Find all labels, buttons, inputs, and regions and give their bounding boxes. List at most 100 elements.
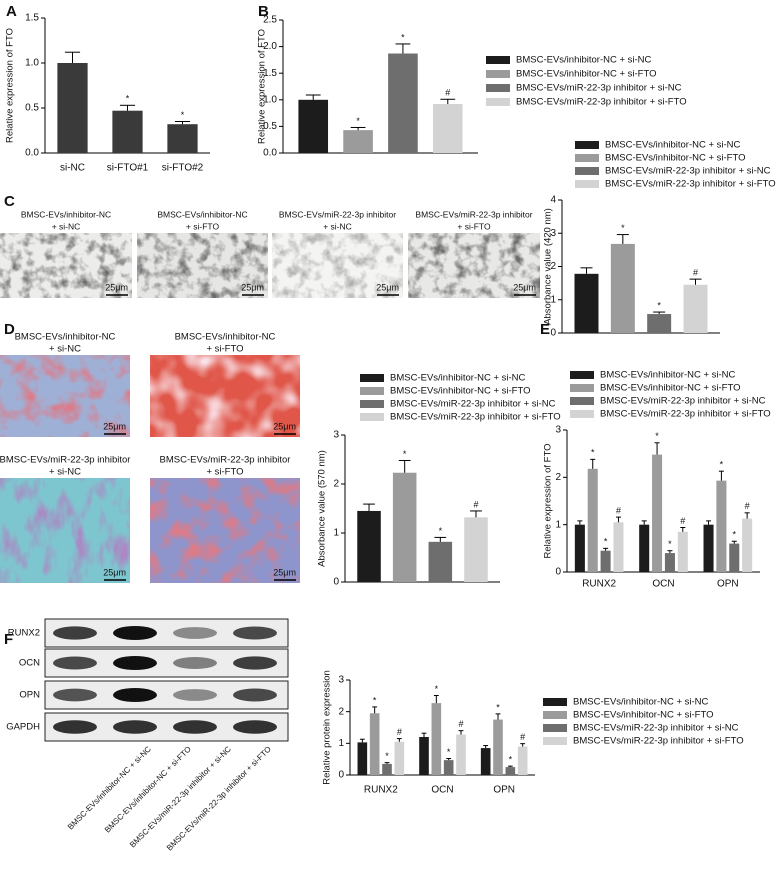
legend-swatch: [570, 384, 594, 392]
micrograph-texture: [0, 478, 130, 583]
micrograph-label: + si-NC: [52, 221, 81, 231]
significance-mark: *: [621, 223, 625, 233]
y-tick-label: 3: [550, 228, 556, 239]
legend-label: BMSC-EVs/inhibitor-NC + si-FTO: [600, 383, 741, 394]
legend-label: BMSC-EVs/miR-22-3p inhibitor + si-FTO: [605, 179, 776, 190]
significance-mark: *: [385, 751, 389, 761]
bar: [677, 531, 688, 572]
micrograph-label: + si-FTO: [206, 467, 243, 478]
bar: [428, 541, 453, 582]
scale-bar-label: 25μm: [105, 282, 128, 292]
bar: [600, 550, 611, 572]
x-tick-label: si-NC: [60, 163, 85, 174]
y-tick-label: 1: [555, 519, 561, 530]
significance-mark: #: [397, 727, 402, 737]
panel-letter: F: [4, 631, 13, 648]
micrograph-label: BMSC-EVs/inhibitor-NC: [157, 209, 247, 219]
scale-bar-label: 25μm: [103, 421, 126, 431]
micrograph-label: BMSC-EVs/miR-22-3p inhibitor: [160, 455, 291, 466]
legend-label: BMSC-EVs/inhibitor-NC + si-FTO: [390, 386, 531, 397]
y-tick-label: 0.5: [263, 121, 277, 132]
bar: [456, 734, 466, 775]
legend-label: BMSC-EVs/miR-22-3p inhibitor + si-NC: [600, 396, 766, 407]
bar: [517, 746, 528, 775]
scale-bar-label: 25μm: [103, 567, 126, 577]
blot-band: [173, 689, 217, 701]
significance-mark: *: [447, 747, 451, 757]
y-tick-label: 1.5: [263, 68, 277, 79]
significance-mark: *: [604, 537, 608, 547]
significance-mark: *: [439, 526, 443, 536]
micrographs-d: [0, 355, 300, 583]
panel-letter: E: [540, 321, 550, 338]
x-tick-label: OPN: [717, 579, 739, 590]
y-tick-label: 2: [333, 479, 339, 490]
significance-mark: #: [445, 88, 450, 98]
legend-swatch: [543, 724, 567, 732]
micrograph-label: + si-FTO: [206, 344, 243, 355]
legend-swatch: [360, 387, 384, 395]
bar: [443, 760, 454, 775]
y-tick-label: 2: [338, 706, 344, 717]
legend-swatch: [543, 737, 567, 745]
bar: [647, 314, 672, 333]
micrograph-label: + si-NC: [49, 467, 81, 478]
bar: [394, 741, 405, 775]
y-tick-label: 0: [555, 567, 561, 578]
y-tick-label: 1.5: [25, 13, 39, 24]
legend-swatch: [570, 410, 594, 418]
legend-swatch: [575, 141, 599, 149]
micrograph-texture: [150, 355, 300, 437]
significance-mark: *: [356, 116, 360, 126]
significance-mark: #: [520, 732, 525, 742]
y-axis-label: Relative expression of FTO: [543, 444, 554, 559]
bar: [574, 273, 599, 333]
y-tick-label: 3: [338, 675, 344, 686]
bar: [419, 737, 429, 775]
y-axis-label: Relative protein expression: [322, 670, 333, 785]
micrograph-label: BMSC-EVs/inhibitor-NC: [175, 332, 276, 343]
significance-mark: *: [435, 684, 439, 694]
legend-swatch: [543, 711, 567, 719]
legend-label: BMSC-EVs/miR-22-3p inhibitor + si-NC: [605, 166, 771, 177]
legend-label: BMSC-EVs/miR-22-3p inhibitor + si-FTO: [390, 412, 561, 423]
bar: [432, 104, 463, 153]
bar: [480, 748, 491, 775]
y-tick-label: 2: [550, 261, 556, 272]
bar: [343, 130, 373, 153]
significance-mark: *: [733, 530, 737, 540]
legend-label: BMSC-EVs/miR-22-3p inhibitor + si-NC: [516, 83, 682, 94]
bar: [729, 543, 740, 572]
y-tick-label: 2: [555, 472, 561, 483]
legend-label: BMSC-EVs/inhibitor-NC + si-NC: [573, 697, 709, 708]
significance-mark: #: [458, 719, 463, 729]
micrograph-texture: [137, 233, 268, 298]
legend-swatch: [486, 84, 510, 92]
y-tick-label: 1.0: [25, 58, 39, 69]
panel-letter: C: [4, 193, 15, 210]
bar: [392, 472, 417, 582]
legend-label: BMSC-EVs/inhibitor-NC + si-FTO: [573, 710, 714, 721]
micrograph-texture: [150, 478, 300, 583]
blot-row-label: GAPDH: [6, 722, 40, 733]
micrograph-texture: [0, 233, 132, 298]
bar: [505, 767, 516, 775]
y-axis-label: Absorbance value (570 nm): [317, 450, 328, 567]
bar: [167, 124, 198, 153]
scale-bar-label: 25μm: [376, 282, 399, 292]
scale-bar-label: 25μm: [273, 421, 296, 431]
legend-swatch: [486, 98, 510, 106]
significance-mark: *: [655, 431, 659, 441]
significance-mark: *: [401, 32, 405, 42]
panel-letter: A: [6, 3, 17, 20]
blot-band: [113, 626, 157, 640]
bar: [382, 763, 392, 775]
panel-letter: B: [258, 3, 269, 20]
bar: [298, 99, 329, 153]
y-tick-label: 1: [550, 294, 556, 305]
micrograph-label: + si-NC: [49, 344, 81, 355]
x-tick-label: si-FTO#2: [162, 163, 204, 174]
micrograph-texture: [0, 355, 130, 437]
significance-mark: #: [473, 499, 478, 509]
